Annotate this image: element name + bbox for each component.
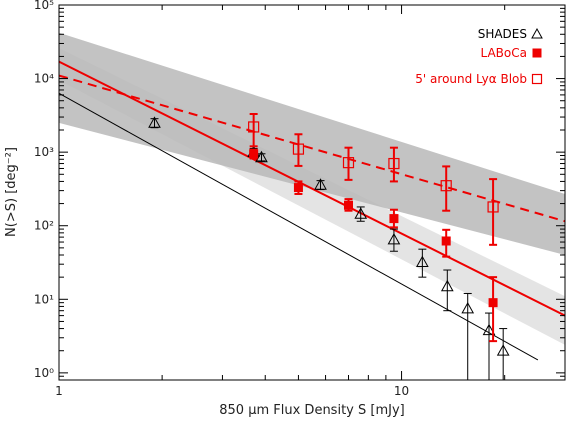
data-point [496,344,510,356]
blob-fit [59,74,565,223]
legend-marker [531,73,543,85]
data-point [487,201,499,213]
series-laboca [249,148,498,343]
y-tick-label: 10¹ [34,292,54,306]
data-point [416,255,429,268]
data-point [342,157,355,169]
y-tick-label: 10² [34,219,54,233]
data-point [255,150,268,163]
data-point [314,178,327,190]
x-axis-title: 850 μm Flux Density S [mJy] [219,403,404,418]
x-tick-label: 1 [55,384,63,398]
y-tick-label: 10⁵ [34,0,54,12]
series-5-around-ly-blob [248,112,499,246]
data-point [441,236,451,246]
data-point [461,301,475,314]
data-point [482,323,496,336]
data-point [440,180,452,192]
data-point [389,214,399,224]
data-point [148,116,161,128]
laboca-fit [59,60,565,317]
data-point [249,149,259,159]
axis-ticks: 1 10 10⁰ 10¹ 10² 10³ 10⁴ 10⁵ [34,0,565,398]
data-point [292,143,305,155]
data-point [354,207,368,219]
y-axis-title: N(>S) [deg⁻²] [4,147,19,237]
x-tick-label: 10 [394,384,409,398]
data-point [440,279,454,292]
legend-label: SHADES [478,27,527,41]
data-points [148,112,510,380]
data-point [248,121,260,133]
y-tick-label: 10⁴ [34,72,54,86]
shades-fit [59,92,539,361]
data-point [343,200,353,210]
data-point [488,298,498,308]
legend: SHADES LABoCa 5' around Lyα Blob [415,27,543,86]
legend-marker [531,27,543,39]
data-point [388,157,400,170]
data-point [293,183,303,193]
blob-band [59,32,565,255]
legend-label: 5' around Lyα Blob [415,72,527,86]
data-point [387,232,401,245]
fit-lines [59,60,565,361]
plot-frame [58,4,566,381]
y-tick-label: 10⁰ [34,366,54,380]
confidence-bands [59,32,565,345]
y-tick-label: 10³ [34,145,54,159]
legend-marker [532,48,542,58]
legend-label: LABoCa [481,46,527,60]
